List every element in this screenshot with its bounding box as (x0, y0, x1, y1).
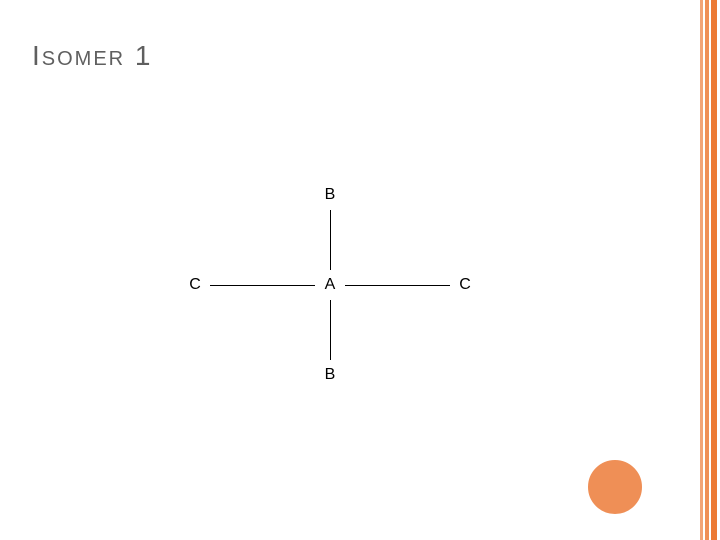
accent-stripe (711, 0, 717, 540)
page-title: Isomer 1 (32, 40, 152, 72)
bond-edge (345, 285, 450, 286)
accent-stripe (700, 0, 703, 540)
accent-circle (585, 457, 645, 517)
node-label: C (189, 276, 201, 294)
node-label: B (325, 366, 336, 384)
node-label: C (459, 276, 471, 294)
bond-edge (330, 300, 331, 360)
molecule-diagram: A B B C C (140, 160, 520, 410)
node-label: B (325, 186, 336, 204)
bond-edge (210, 285, 315, 286)
node-center: A (325, 276, 336, 294)
bond-edge (330, 210, 331, 270)
accent-stripe (705, 0, 709, 540)
